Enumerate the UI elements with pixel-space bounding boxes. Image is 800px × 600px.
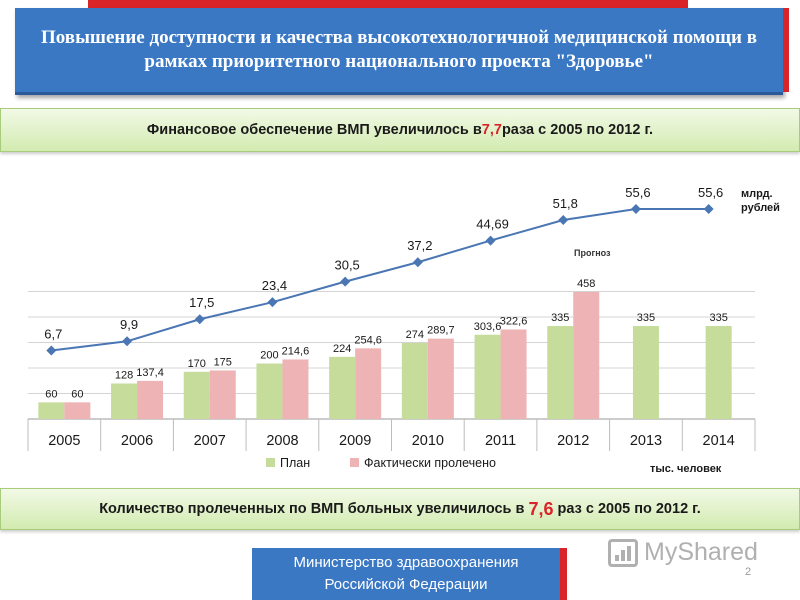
funding-point-label: 55,6 — [698, 185, 723, 200]
funding-banner-highlight: 7,7 — [481, 122, 502, 138]
title-accent-tick — [783, 8, 789, 92]
funding-unit-label: млрд. рублей — [741, 187, 780, 215]
plan-bar-label: 170 — [188, 358, 206, 370]
actual-bar-label: 60 — [71, 388, 83, 400]
actual-bar-label: 214,6 — [282, 345, 310, 357]
patients-banner-text-before: Количество пролеченных по ВМП больных ув… — [99, 501, 525, 517]
plan-bar — [401, 342, 428, 419]
x-tick-label: 2007 — [194, 433, 226, 449]
chart: 2005 2006 2007 2008 2009 2010 2011 2012 2013 2014… — [27, 185, 756, 470]
plan-bar — [632, 326, 659, 419]
x-tick-label: 2014 — [703, 433, 735, 449]
funding-point-label: 17,5 — [189, 295, 214, 310]
slide-title: Повышение доступности и качества высокот… — [41, 27, 757, 72]
actual-bar-label: 322,6 — [500, 315, 528, 327]
plan-bar — [547, 326, 574, 419]
actual-bar-label: 254,6 — [354, 334, 382, 346]
funding-point — [122, 336, 133, 347]
legend-swatch-actual — [350, 458, 359, 467]
x-tick-label: 2012 — [557, 433, 589, 449]
plan-bar — [256, 363, 283, 419]
funding-point — [630, 204, 641, 214]
funding-point-label: 55,6 — [625, 185, 650, 200]
actual-bar-label: 289,7 — [427, 325, 455, 337]
chart-logo-icon — [608, 538, 638, 567]
x-tick-label: 2008 — [266, 433, 298, 449]
funding-point-label: 23,4 — [262, 278, 287, 293]
plan-bar-label: 335 — [551, 312, 569, 324]
actual-bar — [500, 329, 527, 419]
forecast-label: Прогноз — [574, 248, 611, 258]
ministry-line1: Министерство здравоохранения — [293, 554, 519, 571]
plan-bar-label: 200 — [260, 350, 278, 362]
funding-point-label: 37,2 — [407, 238, 432, 253]
plan-bar-label: 224 — [333, 343, 351, 355]
plan-bar-label: 335 — [637, 312, 655, 324]
plan-bar — [329, 356, 356, 419]
plan-bar-label: 335 — [709, 312, 727, 324]
actual-bar — [137, 380, 164, 419]
funding-point-label: 44,69 — [476, 217, 509, 232]
top-accent-strip — [88, 0, 688, 8]
funding-banner: Финансовое обеспечение ВМП увеличилось в… — [0, 108, 800, 152]
actual-bar-label: 137,4 — [136, 367, 164, 379]
plan-bar — [38, 402, 65, 419]
funding-point — [46, 345, 57, 356]
x-tick-label: 2009 — [339, 433, 371, 449]
legend-label-actual: Фактически пролечено — [364, 456, 496, 470]
actual-bar-label: 458 — [577, 278, 595, 290]
x-tick-label: 2006 — [121, 433, 153, 449]
funding-point-label: 6,7 — [44, 327, 62, 342]
funding-point-label: 9,9 — [120, 317, 138, 332]
patients-banner-text-after: раз с 2005 по 2012 г. — [557, 501, 701, 517]
actual-bar — [573, 291, 600, 419]
plan-bar — [183, 371, 210, 419]
funding-point-label: 30,5 — [334, 258, 359, 273]
x-tick-label: 2005 — [48, 433, 80, 449]
x-tick-label: 2011 — [485, 433, 516, 449]
funding-banner-text-after: раза с 2005 по 2012 г. — [501, 122, 654, 138]
legend-swatch-plan — [266, 458, 275, 467]
actual-bar — [209, 370, 236, 419]
plan-bar-label: 60 — [45, 388, 57, 400]
funding-point — [194, 314, 205, 325]
funding-point — [267, 297, 278, 308]
x-tick-label: 2010 — [412, 433, 444, 449]
plan-bar-label: 128 — [115, 369, 133, 381]
funding-point — [485, 235, 496, 246]
patients-unit-label: тыс. человек — [650, 463, 722, 475]
slide-title-box: Повышение доступности и качества высокот… — [15, 8, 783, 95]
funding-point — [703, 204, 714, 214]
patients-banner: Количество пролеченных по ВМП больных ув… — [0, 488, 800, 530]
funding-unit-line2: рублей — [741, 202, 780, 214]
plan-bar-label: 303,6 — [474, 321, 502, 333]
actual-bar — [355, 348, 382, 419]
funding-point — [412, 257, 423, 268]
actual-bar-label: 175 — [214, 356, 232, 368]
ministry-box: Министерство здравоохранения Российской … — [252, 548, 560, 600]
funding-banner-text-before: Финансовое обеспечение ВМП увеличилось в — [146, 122, 482, 138]
actual-bar — [64, 402, 91, 419]
x-tick-label: 2013 — [630, 433, 662, 449]
plan-bar — [705, 326, 732, 419]
legend-label-plan: План — [280, 456, 310, 470]
actual-bar — [427, 338, 454, 419]
ministry-accent-strip — [560, 548, 567, 600]
funding-point-label: 51,8 — [553, 196, 578, 211]
plan-bar — [474, 334, 501, 419]
ministry-line2: Российской Федерации — [324, 576, 488, 593]
page-number: 2 — [745, 566, 752, 578]
funding-line — [51, 208, 709, 352]
funding-point — [340, 276, 351, 287]
patients-banner-highlight: 7,6 — [528, 498, 554, 519]
plan-bar-label: 274 — [406, 329, 424, 341]
funding-unit-line1: млрд. — [741, 188, 773, 200]
actual-bar — [282, 359, 309, 419]
plan-bar — [111, 383, 138, 419]
watermark: MyShared — [608, 538, 758, 567]
watermark-text: MyShared — [644, 538, 758, 566]
funding-point — [558, 214, 569, 225]
